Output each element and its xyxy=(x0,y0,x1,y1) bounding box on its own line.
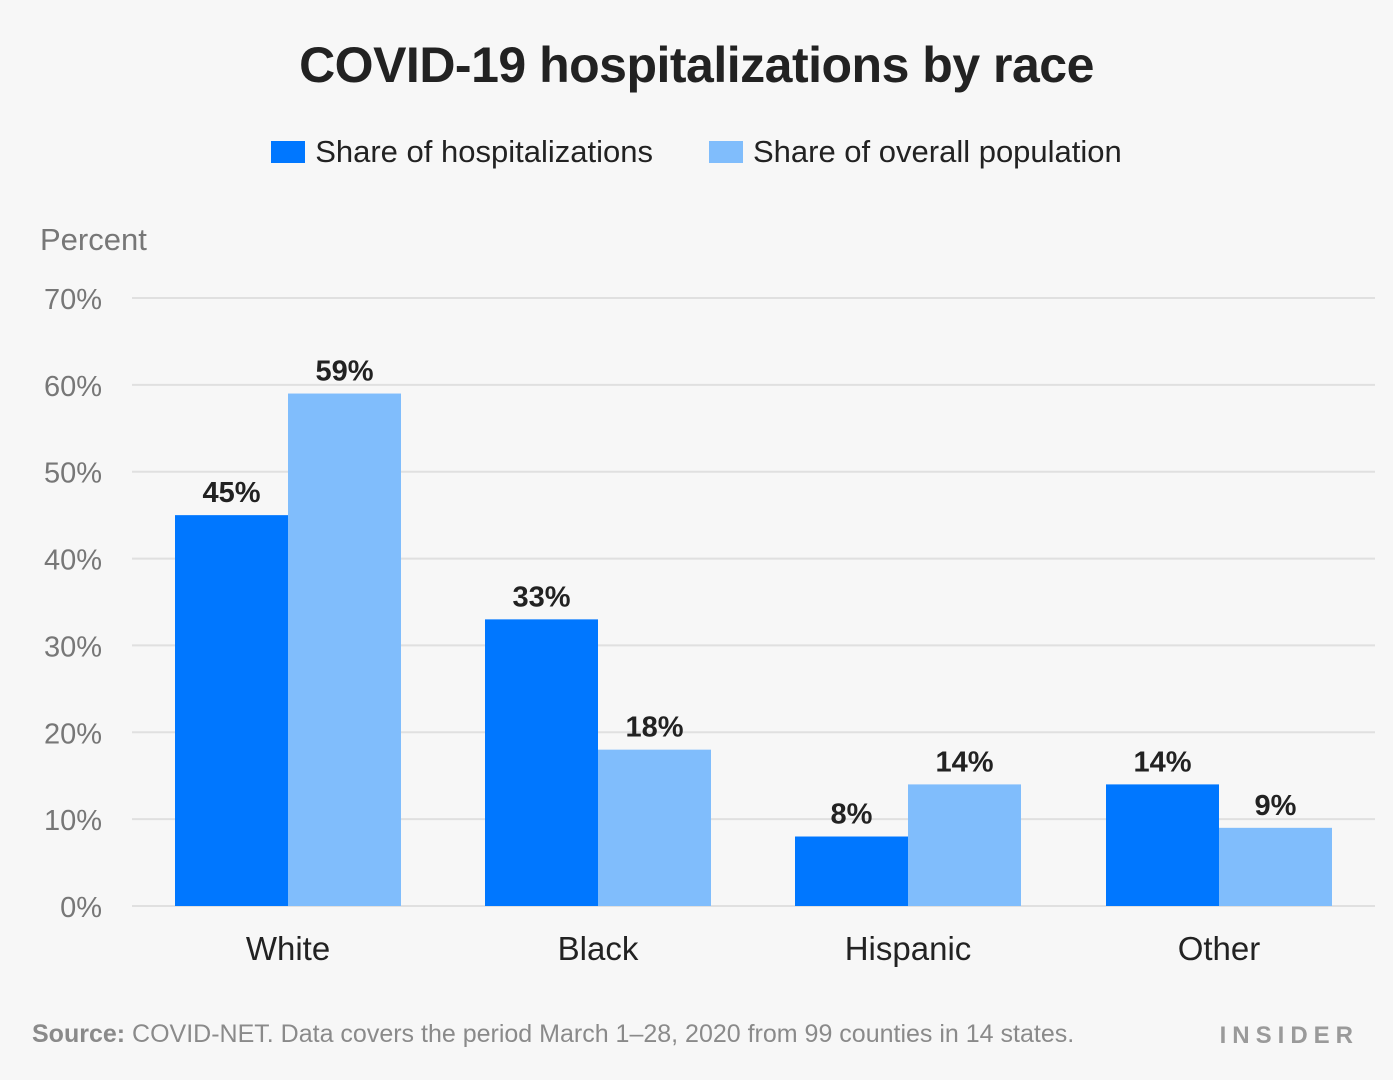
bar-other-hospitalizations xyxy=(1106,784,1219,906)
x-tick-label-other: Other xyxy=(1178,930,1261,967)
bar-hispanic-hospitalizations xyxy=(795,836,908,906)
bar-hispanic-population xyxy=(908,784,1021,906)
source-label: Source: xyxy=(32,1020,126,1048)
data-label-black-population: 18% xyxy=(625,712,683,744)
data-label-hispanic-hospitalizations: 8% xyxy=(831,799,873,831)
data-label-other-population: 9% xyxy=(1255,790,1297,822)
bar-white-hospitalizations xyxy=(175,515,288,906)
y-tick-label-20: 20% xyxy=(44,718,102,750)
x-tick-label-black: Black xyxy=(558,930,639,967)
legend-item-hospitalizations: Share of hospitalizations xyxy=(271,134,653,170)
bar-chart: 0% 10% 20% 30% 40% 50% 60% 70% 45% 59% White 33% 18%… xyxy=(44,284,1375,967)
bar-other-population xyxy=(1219,827,1332,906)
bar-black-population xyxy=(598,749,711,906)
y-tick-label-70: 70% xyxy=(44,284,102,316)
legend-swatch-population xyxy=(708,141,743,163)
chart-title: COVID-19 hospitalizations by race xyxy=(299,37,1094,93)
y-tick-label-30: 30% xyxy=(44,631,102,663)
y-tick-label-0: 0% xyxy=(60,892,102,924)
legend: Share of hospitalizations Share of overa… xyxy=(0,134,1393,170)
y-tick-label-50: 50% xyxy=(44,458,102,490)
y-tick-label-40: 40% xyxy=(44,545,102,577)
legend-label-population: Share of overall population xyxy=(752,134,1122,169)
data-label-white-population: 59% xyxy=(315,356,373,388)
y-axis-label: Percent xyxy=(40,222,147,257)
source-text: COVID-NET. Data covers the period March … xyxy=(132,1020,1075,1048)
data-label-other-hospitalizations: 14% xyxy=(1133,746,1191,778)
bar-white-population xyxy=(288,393,401,906)
bar-black-hospitalizations xyxy=(485,619,598,906)
insider-logo: INSIDER xyxy=(1219,1022,1359,1049)
y-tick-label-10: 10% xyxy=(44,805,102,837)
x-tick-label-hispanic: Hispanic xyxy=(845,930,972,967)
data-label-hispanic-population: 14% xyxy=(935,746,993,778)
data-label-black-hospitalizations: 33% xyxy=(512,581,570,613)
x-tick-label-white: White xyxy=(246,930,330,967)
legend-item-population: Share of overall population xyxy=(708,134,1122,170)
legend-label-hospitalizations: Share of hospitalizations xyxy=(315,134,653,169)
legend-swatch-hospitalizations xyxy=(271,141,306,163)
source-note: Source: COVID-NET. Data covers the perio… xyxy=(32,1020,1074,1049)
y-tick-label-60: 60% xyxy=(44,371,102,403)
data-label-white-hospitalizations: 45% xyxy=(202,477,260,509)
